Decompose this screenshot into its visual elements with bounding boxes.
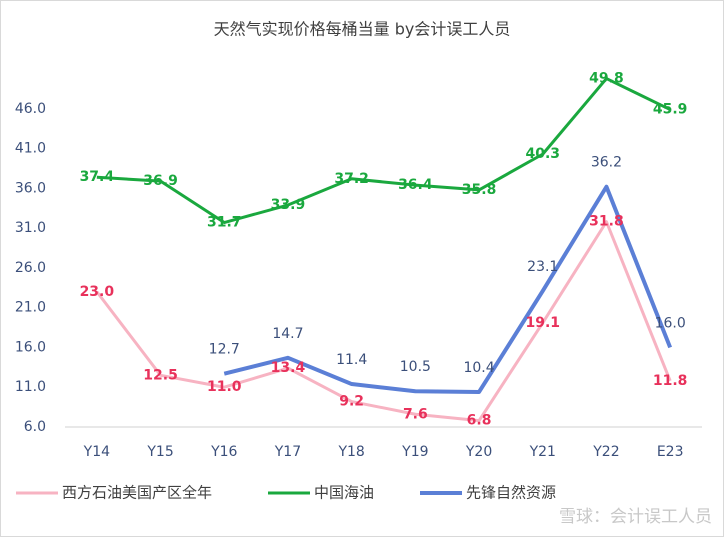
data-label: 36.4 xyxy=(398,177,433,193)
data-label: 45.9 xyxy=(653,102,688,118)
legend-label: 西方石油美国产区全年 xyxy=(62,484,212,502)
legend-label: 中国海油 xyxy=(314,484,374,502)
x-tick-label: Y21 xyxy=(529,444,556,460)
x-tick-label: Y16 xyxy=(210,444,237,460)
data-label: 7.6 xyxy=(403,406,428,422)
data-label: 6.8 xyxy=(467,413,492,429)
data-label: 12.7 xyxy=(209,342,240,358)
y-tick-label: 41.0 xyxy=(15,141,46,157)
y-tick-label: 6.0 xyxy=(24,419,46,435)
legend-label: 先锋自然资源 xyxy=(466,484,556,502)
y-tick-label: 36.0 xyxy=(15,180,46,196)
data-label: 49.8 xyxy=(589,71,624,87)
series-line xyxy=(95,220,672,423)
y-tick-label: 11.0 xyxy=(15,379,46,395)
y-tick-label: 21.0 xyxy=(15,300,46,316)
y-tick-label: 26.0 xyxy=(15,260,46,276)
data-label: 16.0 xyxy=(655,315,686,331)
x-tick-label: Y19 xyxy=(401,444,428,460)
data-label: 9.2 xyxy=(339,394,364,410)
data-label: 11.0 xyxy=(207,379,242,395)
x-tick-label: Y20 xyxy=(465,444,492,460)
series-line xyxy=(223,184,673,394)
data-label: 36.9 xyxy=(143,173,178,189)
data-label: 31.8 xyxy=(589,214,624,230)
y-tick-label: 16.0 xyxy=(15,339,46,355)
x-tick-label: Y14 xyxy=(83,444,110,460)
data-label: 11.4 xyxy=(336,352,367,368)
data-label: 14.7 xyxy=(272,326,303,342)
data-label: 11.8 xyxy=(653,373,688,389)
y-tick-label: 31.0 xyxy=(15,220,46,236)
data-label: 23.1 xyxy=(527,259,558,275)
data-label: 10.5 xyxy=(400,359,431,375)
x-tick-label: E23 xyxy=(657,444,684,460)
x-tick-label: Y15 xyxy=(146,444,173,460)
data-label: 35.8 xyxy=(462,182,497,198)
data-label: 33.9 xyxy=(271,197,306,213)
data-label: 23.0 xyxy=(80,284,115,300)
y-tick-label: 46.0 xyxy=(15,101,46,117)
data-label: 13.4 xyxy=(271,360,306,376)
data-label: 40.3 xyxy=(525,146,560,162)
data-label: 37.4 xyxy=(80,169,115,185)
watermark: 雪球：会计误工人员 xyxy=(559,507,712,527)
data-label: 37.2 xyxy=(334,171,369,187)
data-label: 12.5 xyxy=(143,367,178,383)
data-label: 31.7 xyxy=(207,215,242,231)
x-tick-label: Y22 xyxy=(592,444,619,460)
data-label: 19.1 xyxy=(525,315,560,331)
x-tick-label: Y18 xyxy=(337,444,364,460)
series-line xyxy=(96,77,671,225)
data-label: 36.2 xyxy=(591,155,622,171)
data-label: 10.4 xyxy=(463,360,494,376)
chart-title: 天然气实现价格每桶当量 by会计误工人员 xyxy=(214,20,511,39)
x-tick-label: Y17 xyxy=(274,444,301,460)
